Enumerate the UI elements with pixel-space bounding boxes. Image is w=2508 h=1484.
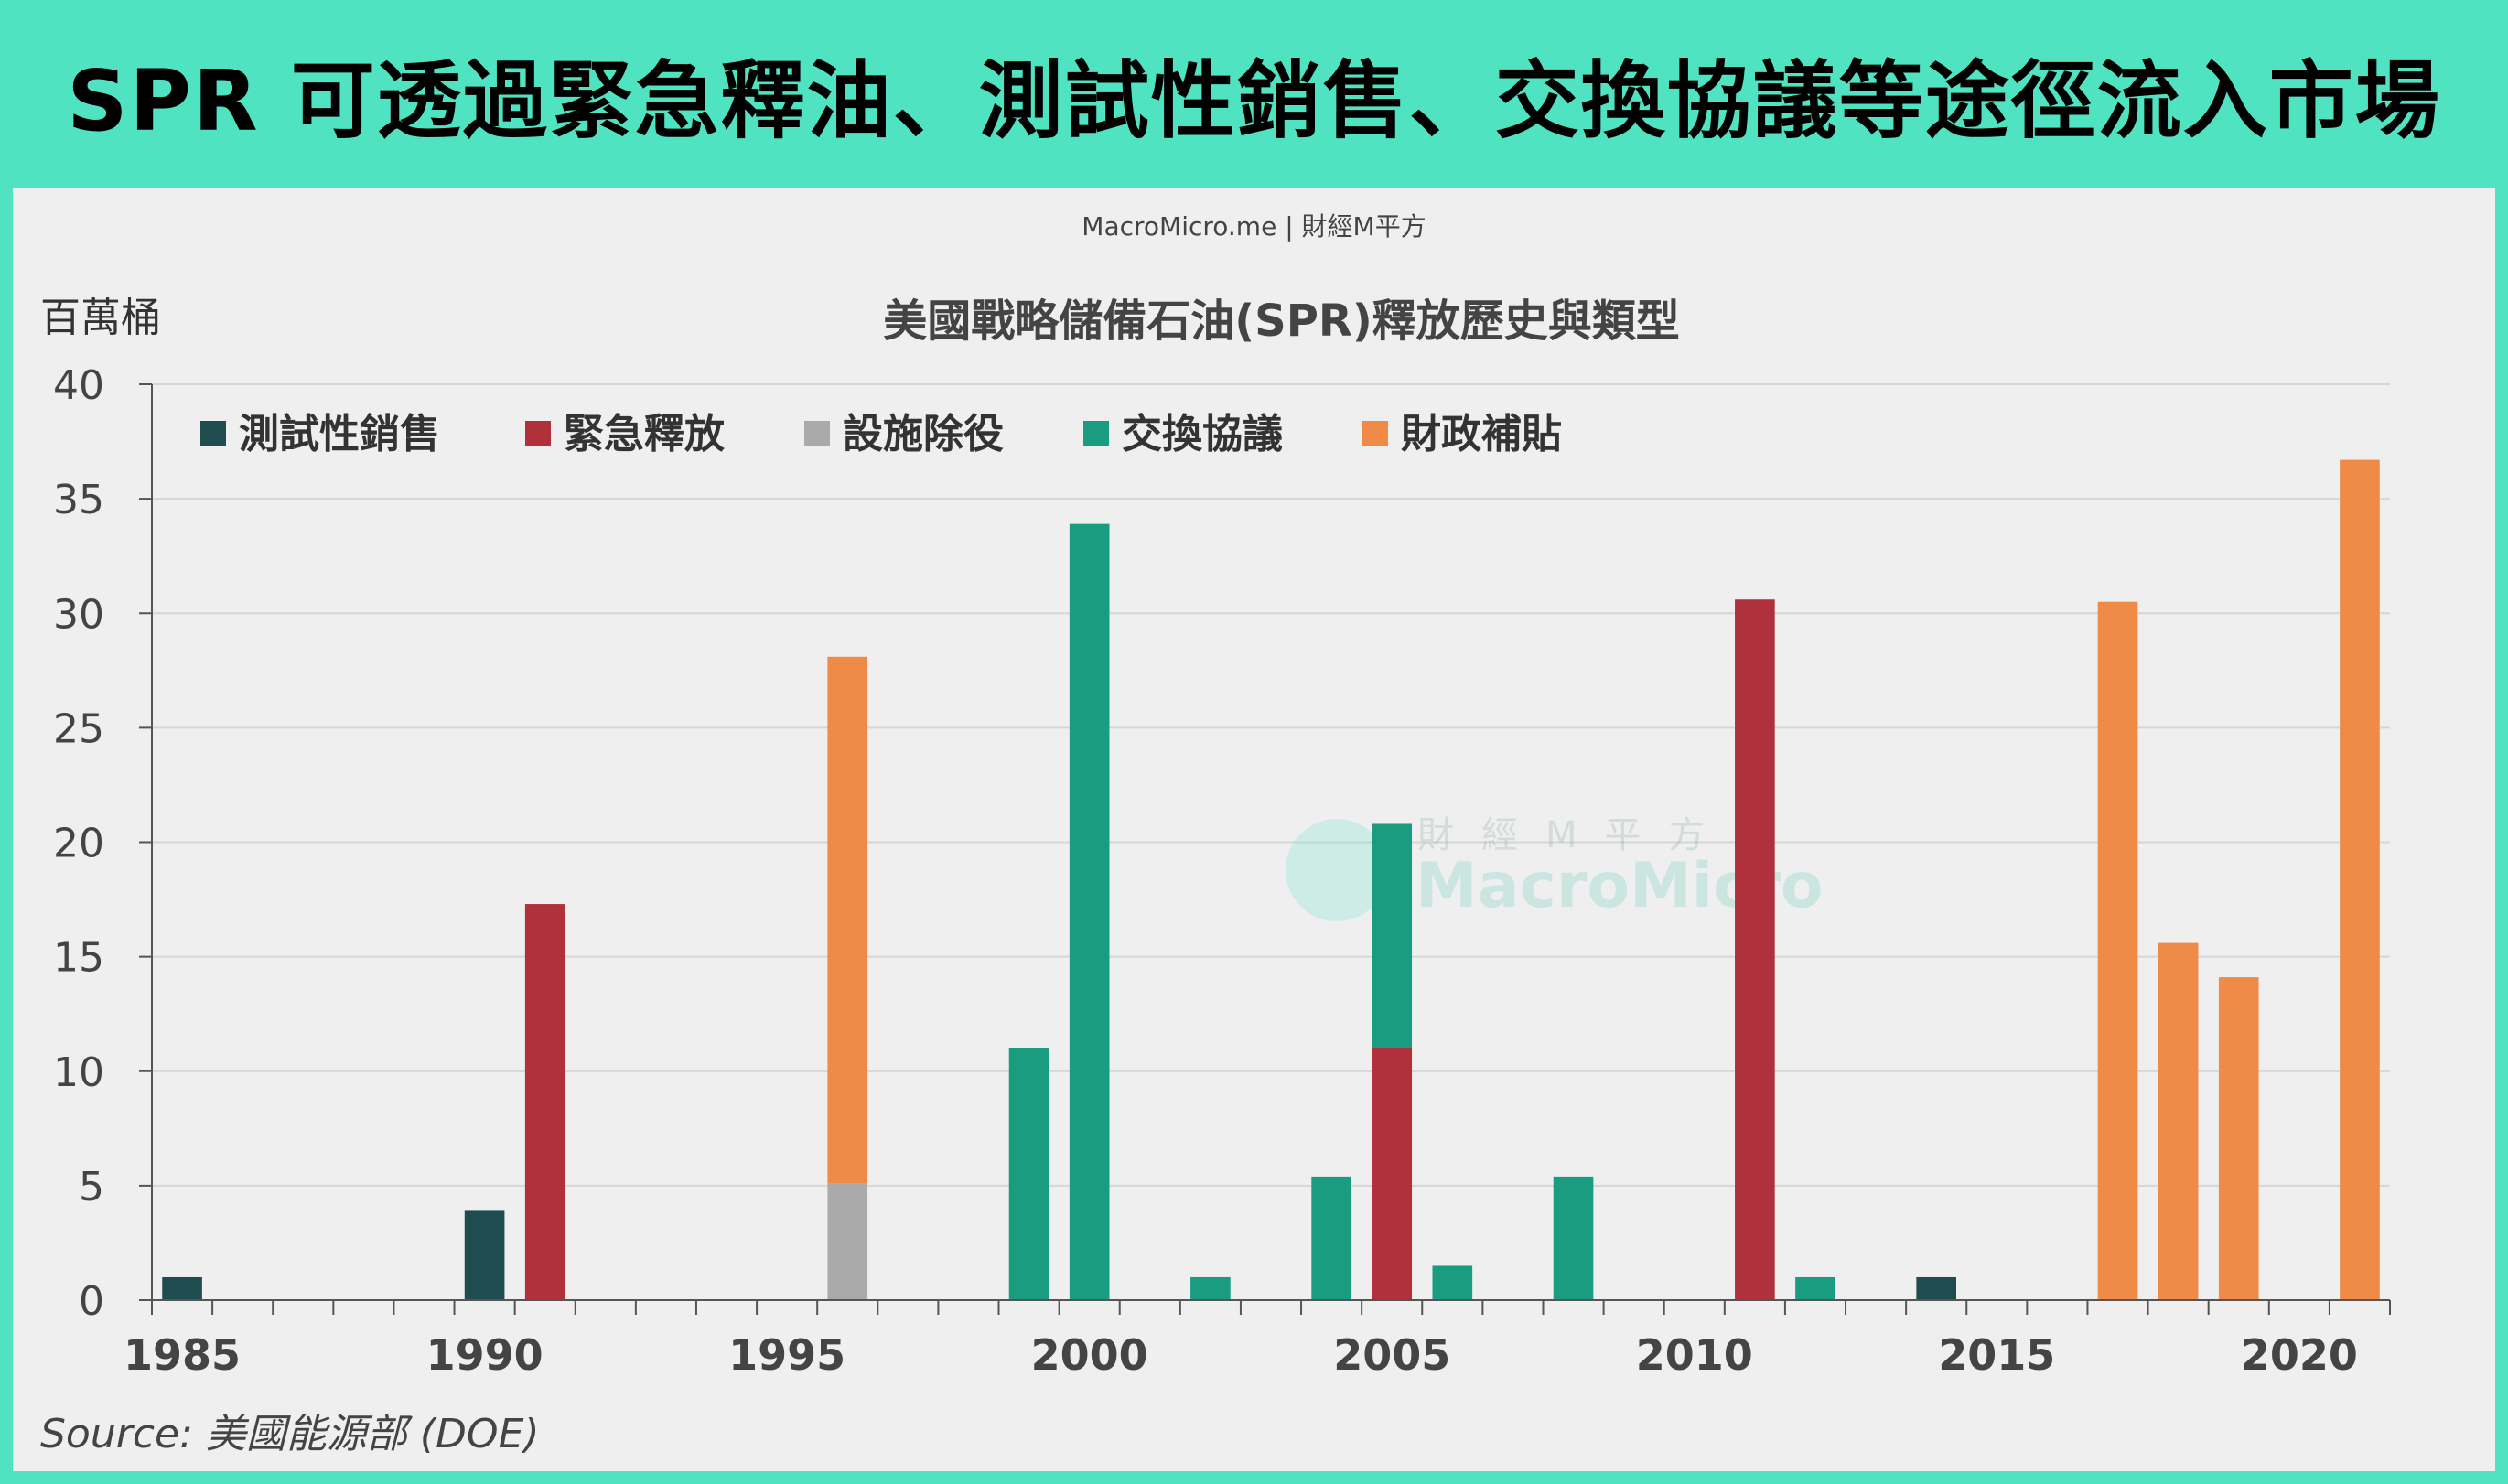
bar <box>464 1210 505 1300</box>
y-tick-label: 35 <box>53 477 104 523</box>
watermark-cn: 財經M平方 <box>1417 814 1733 856</box>
watermark-logo-icon <box>1286 819 1388 921</box>
y-tick-label: 20 <box>53 821 104 867</box>
legend: 測試性銷售 緊急釋放 設施除役 交換協議 財政補貼 <box>200 411 1562 457</box>
legend-swatch <box>525 421 551 446</box>
bar <box>2097 601 2138 1300</box>
bar <box>1190 1276 1231 1300</box>
brand-label: MacroMicro.me | 財經M平方 <box>1082 211 1426 242</box>
bar <box>1008 1048 1049 1300</box>
y-tick-label: 25 <box>53 705 104 752</box>
bar <box>1372 1048 1413 1300</box>
legend-label: 測試性銷售 <box>239 411 440 457</box>
x-tick-label: 1990 <box>426 1330 544 1380</box>
bar <box>162 1276 202 1300</box>
y-tick-label: 10 <box>53 1049 104 1096</box>
y-axis-label: 百萬桶 <box>40 295 161 341</box>
legend-swatch <box>804 421 830 446</box>
bar <box>2158 942 2199 1300</box>
x-tick-label: 2000 <box>1031 1330 1148 1380</box>
axes: 0 5 10 15 20 25 30 35 40 1985 1990 1995 2000 2005 2010… <box>53 362 2391 1380</box>
legend-label: 財政補貼 <box>1401 411 1562 457</box>
legend-label: 交換協議 <box>1122 411 1283 457</box>
x-tick-label: 1995 <box>728 1330 845 1380</box>
bar <box>524 904 565 1300</box>
bar <box>1069 523 1110 1300</box>
legend-swatch <box>200 421 226 446</box>
bar <box>1311 1176 1351 1300</box>
headline: SPR 可透過緊急釋油、測試性銷售、交換協議等途徑流入市場 <box>67 52 2441 150</box>
y-tick-label: 30 <box>53 591 104 638</box>
legend-swatch <box>1362 421 1388 446</box>
bar <box>1432 1265 1473 1300</box>
bar <box>1372 823 1413 1048</box>
x-tick-label: 2020 <box>2241 1330 2358 1380</box>
chart-panel: MacroMicro.me | 財經M平方 百萬桶 美國戰略儲備石油(SPR)釋… <box>13 188 2495 1471</box>
bars <box>162 459 2380 1300</box>
bar <box>827 1183 868 1300</box>
x-tick-label: 2005 <box>1333 1330 1450 1380</box>
legend-label: 設施除役 <box>843 411 1004 457</box>
y-tick-label: 5 <box>79 1164 104 1210</box>
legend-swatch <box>1083 421 1109 446</box>
bar <box>827 656 868 1184</box>
x-tick-label: 1985 <box>124 1330 241 1380</box>
bar <box>2218 977 2259 1300</box>
legend-label: 緊急釋放 <box>564 411 725 457</box>
bar <box>2340 459 2380 1300</box>
bar <box>1735 599 1775 1300</box>
y-tick-label: 0 <box>79 1278 104 1325</box>
gridlines <box>152 383 2390 1187</box>
chart-title: 美國戰略儲備石油(SPR)釋放歷史與類型 <box>883 296 1680 347</box>
bar <box>1916 1276 1957 1300</box>
x-tick-label: 2010 <box>1636 1330 1753 1380</box>
y-tick-label: 40 <box>53 362 104 409</box>
x-tick-label: 2015 <box>1938 1330 2055 1380</box>
y-tick-label: 15 <box>53 935 104 982</box>
bar <box>1795 1276 1835 1300</box>
source-note: Source: 美國能源部 (DOE) <box>40 1411 540 1457</box>
bar <box>1553 1176 1594 1300</box>
